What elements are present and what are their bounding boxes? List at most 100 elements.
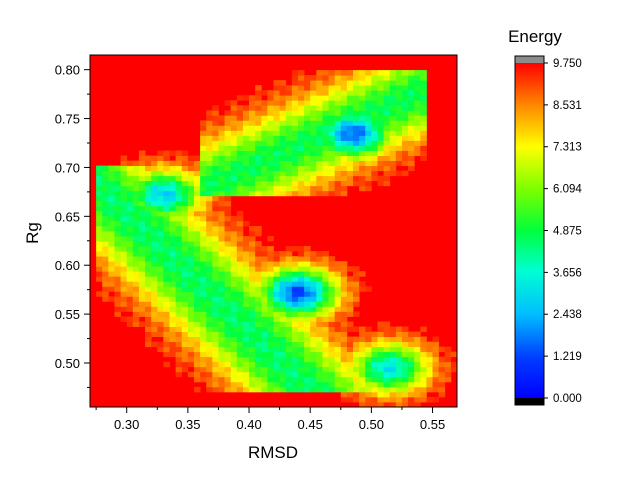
heatmap-cell	[96, 200, 103, 207]
heatmap-cell	[365, 341, 372, 348]
heatmap-cell	[346, 266, 354, 272]
heatmap-cell	[359, 135, 366, 141]
heatmap-cell	[145, 316, 152, 322]
heatmap-cell	[371, 80, 378, 86]
heatmap-cell	[120, 205, 128, 212]
heatmap-cell	[365, 371, 372, 378]
heatmap-cell	[181, 185, 189, 192]
heatmap-cell	[310, 256, 317, 262]
heatmap-cell	[212, 291, 219, 297]
heatmap-cell	[328, 376, 336, 383]
colorbar-tick-label: 9.750	[553, 58, 582, 70]
x-tick-label: 0.30	[114, 417, 139, 432]
heatmap-cell	[328, 140, 336, 146]
heatmap-cell	[340, 165, 348, 172]
heatmap-cell	[316, 341, 323, 348]
heatmap-cell	[426, 356, 433, 363]
heatmap-cell	[120, 231, 128, 237]
heatmap-cell	[242, 291, 250, 297]
heatmap-cell	[242, 326, 250, 332]
heatmap-cell	[206, 165, 213, 172]
heatmap-cell	[212, 266, 219, 272]
heatmap-cell	[353, 341, 360, 348]
heatmap-cell	[230, 150, 238, 156]
heatmap-cell	[169, 210, 177, 217]
heatmap-cell	[114, 246, 121, 252]
heatmap-cell	[304, 281, 311, 287]
heatmap-cell	[279, 256, 287, 262]
heatmap-cell	[242, 321, 250, 327]
heatmap-cell	[206, 155, 213, 161]
heatmap-cell	[328, 70, 336, 76]
heatmap-cell	[334, 125, 342, 131]
heatmap-cell	[181, 155, 189, 161]
heatmap-cell	[200, 145, 207, 151]
heatmap-cell	[163, 205, 170, 212]
heatmap-cell	[444, 371, 452, 378]
heatmap-cell	[96, 220, 103, 227]
heatmap-cell	[420, 356, 427, 363]
heatmap-cell	[438, 361, 446, 368]
heatmap-cell	[334, 75, 342, 81]
heatmap-cell	[377, 70, 384, 76]
heatmap-cell	[304, 130, 311, 136]
heatmap-cell	[389, 396, 397, 403]
heatmap-cell	[328, 190, 336, 197]
heatmap-cell	[353, 286, 360, 292]
heatmap-cell	[267, 185, 274, 192]
heatmap-cell	[297, 351, 305, 358]
heatmap-cell	[151, 160, 158, 167]
heatmap-cell	[353, 276, 360, 282]
heatmap-cell	[114, 225, 121, 232]
heatmap-cell	[230, 356, 238, 363]
heatmap-cell	[163, 311, 170, 317]
heatmap-cell	[120, 210, 128, 217]
heatmap-cell	[163, 291, 170, 297]
heatmap-cell	[193, 281, 201, 287]
heatmap-cell	[395, 115, 403, 121]
heatmap-cell	[157, 215, 164, 222]
heatmap-cell	[408, 331, 415, 337]
heatmap-cell	[200, 261, 207, 267]
heatmap-cell	[151, 271, 158, 277]
heatmap-cell	[353, 271, 360, 277]
heatmap-cell	[310, 336, 317, 343]
heatmap-cell	[401, 401, 409, 408]
heatmap-cell	[408, 70, 415, 76]
colorbar-tick-label: 1.219	[553, 351, 582, 363]
heatmap-cell	[310, 371, 317, 378]
y-tick-label: 0.75	[55, 112, 80, 127]
heatmap-cell	[181, 291, 189, 297]
heatmap-cell	[285, 125, 293, 131]
heatmap-cell	[267, 376, 274, 383]
heatmap-cell	[389, 366, 397, 373]
heatmap-cell	[365, 396, 372, 403]
heatmap-cell	[285, 316, 293, 322]
heatmap-cell	[401, 70, 409, 76]
heatmap-cell	[138, 286, 146, 292]
heatmap-cell	[328, 90, 336, 96]
heatmap-cell	[334, 266, 342, 272]
heatmap-cell	[297, 95, 305, 101]
heatmap-cell	[249, 100, 256, 106]
heatmap-cell	[224, 356, 232, 363]
heatmap-cell	[322, 110, 329, 116]
heatmap-cell	[353, 391, 360, 398]
heatmap-cell	[389, 150, 397, 156]
heatmap-cell	[334, 281, 342, 287]
heatmap-cell	[230, 105, 238, 111]
heatmap-cell	[218, 331, 225, 337]
heatmap-cell	[432, 346, 440, 353]
heatmap-cell	[310, 276, 317, 282]
heatmap-cell	[126, 306, 134, 312]
heatmap-cell	[242, 296, 250, 302]
heatmap-cell	[340, 140, 348, 146]
heatmap-cell	[438, 376, 446, 383]
heatmap-cell	[340, 85, 348, 91]
heatmap-cell	[304, 276, 311, 282]
heatmap-cell	[249, 371, 256, 378]
heatmap-cell	[297, 175, 305, 182]
heatmap-cell	[279, 190, 287, 197]
heatmap-cell	[316, 95, 323, 101]
heatmap-cell	[383, 135, 391, 141]
